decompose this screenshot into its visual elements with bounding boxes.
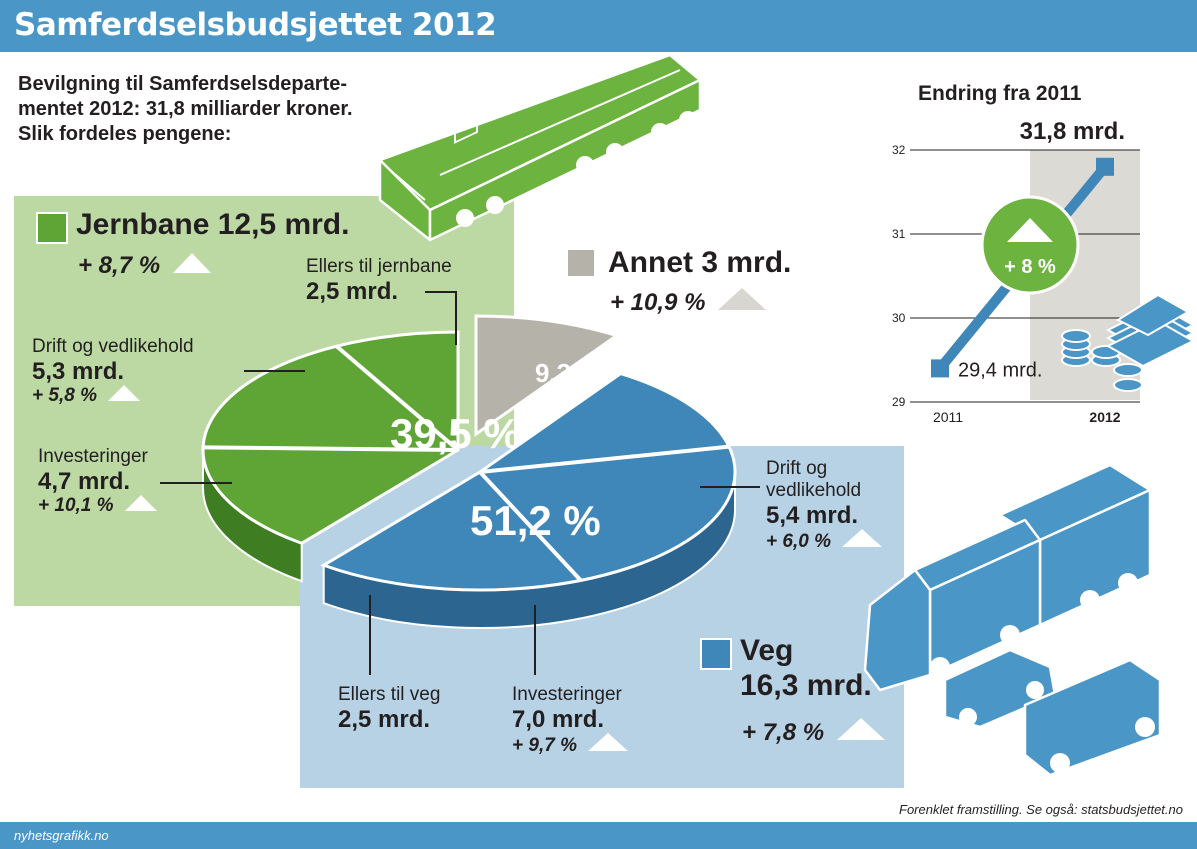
up-triangle-icon: [718, 288, 767, 310]
up-triangle-icon: [588, 733, 629, 752]
pie-subdivision-line: [479, 444, 730, 474]
up-triangle-icon: [836, 718, 885, 740]
pie-subdivision-line: [478, 470, 583, 582]
banknotes-icon: [1105, 293, 1196, 368]
intro-line: mentet 2012: 31,8 milliarder kroner.: [18, 98, 353, 120]
jernbane-legend-swatch: [36, 212, 68, 244]
pie-subdivision-line: [203, 445, 459, 452]
change-chart-title: Endring fra 2011: [918, 82, 1082, 105]
up-triangle-icon: [108, 385, 141, 402]
header-bar: Samferdselsbudsjettet 2012: [0, 0, 1197, 52]
veg-legend-swatch: [700, 638, 732, 670]
pie-label-veg: 51,2 %: [470, 497, 601, 544]
veg-change: + 7,8 %: [742, 718, 885, 747]
veg-item-investeringer: Investeringer 7,0 mrd. + 9,7 %: [512, 684, 629, 757]
y-tick-label: 32: [892, 143, 906, 157]
pie-subdivision-line: [335, 344, 460, 452]
jernbane-item-investeringer: Investeringer 4,7 mrd. + 10,1 %: [38, 446, 157, 517]
annet-legend-swatch: [568, 250, 594, 276]
intro-text: Bevilgning til Samferdselsdeparte- mente…: [18, 72, 438, 147]
page-title: Samferdselsbudsjettet 2012: [14, 7, 497, 43]
jernbane-item-ellers: Ellers til jernbane 2,5 mrd.: [306, 256, 452, 305]
y-tick-label: 30: [892, 311, 906, 325]
jernbane-title: Jernbane 12,5 mrd.: [76, 208, 350, 241]
up-triangle-icon: [1007, 218, 1053, 242]
up-triangle-icon: [842, 529, 883, 548]
veg-title: Veg 16,3 mrd.: [740, 634, 872, 702]
pie-slice-annet: [474, 314, 621, 437]
train-icon: [378, 53, 702, 242]
pie-slice-veg: [320, 371, 737, 592]
veg-item-ellers: Ellers til veg 2,5 mrd.: [338, 684, 441, 733]
veg-item-drift: Drift og vedlikehold 5,4 mrd. + 6,0 %: [766, 458, 883, 553]
pie-label-annet: 9,3 %: [535, 358, 602, 388]
annet-change: + 10,9 %: [610, 288, 767, 317]
intro-line: Bevilgning til Samferdselsdeparte-: [18, 73, 347, 95]
change-circle: [980, 195, 1080, 295]
jernbane-item-drift: Drift og vedlikehold 5,3 mrd. + 5,8 %: [32, 336, 194, 407]
footer-bar: nyhetsgrafikk.no: [0, 822, 1197, 849]
point-label: 31,8 mrd.: [1020, 118, 1125, 145]
point-label: 29,4 mrd.: [958, 359, 1042, 381]
data-point: [931, 359, 949, 378]
source-note: Forenklet framstilling. Se også: statsbu…: [899, 802, 1183, 817]
annet-title: Annet 3 mrd.: [608, 246, 792, 279]
footer-source: nyhetsgrafikk.no: [14, 828, 109, 843]
pie-slice-jernbane: [201, 330, 460, 545]
trucks-icon: [863, 463, 1162, 777]
up-triangle-icon: [124, 495, 157, 512]
pie-chart: 39,5 % 51,2 % 9,3 %: [201, 314, 737, 629]
pie-label-jernbane: 39,5 %: [390, 410, 521, 457]
y-tick-label: 31: [892, 227, 906, 241]
y-tick-label: 29: [892, 395, 906, 409]
intro-line: Slik fordeles pengene:: [18, 123, 232, 145]
up-triangle-icon: [172, 253, 211, 273]
x-tick-label: 2012: [1089, 409, 1120, 425]
coins-icon: [1061, 293, 1196, 392]
x-tick-label: 2011: [933, 409, 963, 425]
change-circle-label: + 8 %: [1004, 256, 1056, 278]
data-point: [1096, 157, 1114, 176]
jernbane-change: + 8,7 %: [78, 252, 211, 280]
